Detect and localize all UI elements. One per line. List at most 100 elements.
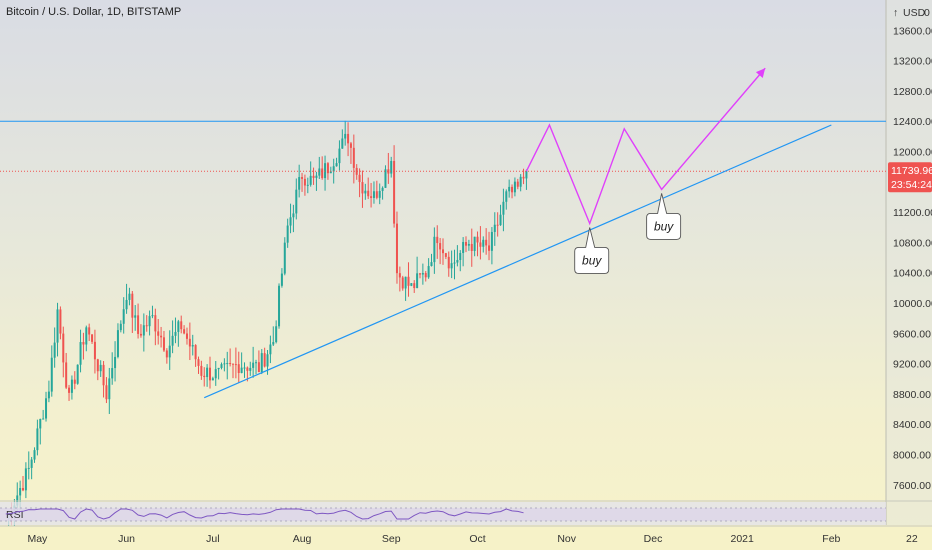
candle-body	[493, 224, 496, 232]
candle-body	[82, 342, 85, 345]
x-tick-label: Sep	[382, 533, 401, 545]
x-tick-label: Feb	[822, 533, 840, 545]
currency-label: ↑ USD 0	[893, 7, 930, 19]
rsi-pane[interactable]: RSI	[0, 500, 932, 525]
support-trendline[interactable]	[204, 124, 832, 399]
candle-body	[375, 191, 378, 198]
candle-body	[185, 333, 188, 339]
candle-body	[387, 169, 390, 174]
candle-body	[59, 309, 62, 334]
candle-body	[436, 236, 439, 244]
candle-body	[208, 367, 212, 381]
candle-body	[119, 323, 122, 331]
candle-body	[200, 365, 203, 376]
candle-body	[427, 266, 430, 278]
price-axis[interactable]	[886, 0, 932, 525]
candle-body	[134, 315, 137, 318]
candle-body	[485, 239, 488, 246]
candle-body	[171, 335, 174, 346]
candle-body	[24, 468, 27, 491]
candle-body	[125, 299, 128, 310]
projection-arrowhead	[755, 68, 766, 78]
candle-body	[349, 143, 352, 148]
candle-body	[53, 342, 56, 358]
candle-body	[263, 353, 266, 367]
candle-body	[145, 325, 148, 327]
candle-body	[30, 459, 33, 468]
x-tick-label: Jun	[118, 533, 135, 545]
candle-body	[88, 327, 91, 335]
candle-body	[410, 283, 413, 286]
candle-body	[243, 367, 246, 369]
y-tick-label: 7600.00	[893, 480, 931, 492]
current-price-tag: 11739.96 23:54:24	[888, 162, 932, 193]
candle-body	[137, 315, 140, 334]
candle-body	[108, 378, 111, 400]
candle-body	[401, 277, 404, 289]
candle-body	[522, 176, 525, 179]
candle-body	[335, 163, 338, 167]
candle-body	[393, 160, 396, 224]
candle-body	[479, 242, 482, 247]
current-price-value: 11739.96	[891, 165, 932, 177]
candle-body	[105, 385, 108, 400]
candle-body	[96, 359, 99, 372]
y-tick-label: 13600.00	[893, 25, 932, 37]
candle-body	[467, 243, 470, 246]
candle-body	[168, 345, 171, 358]
candle-body	[450, 263, 453, 269]
x-tick-label: 22	[906, 533, 918, 545]
candle-body	[321, 168, 324, 179]
candle-body	[367, 190, 370, 197]
candle-body	[470, 243, 473, 251]
candle-body	[324, 163, 327, 179]
candle-body	[280, 273, 283, 286]
candle-body	[73, 379, 76, 384]
y-tick-label: 10800.00	[893, 237, 932, 249]
candle-body	[278, 285, 281, 327]
candle-body	[511, 186, 514, 193]
candle-body	[151, 315, 154, 317]
candle-body	[157, 331, 160, 336]
candle-body	[162, 337, 165, 351]
candle-body	[355, 167, 358, 175]
x-tick-label: Jul	[206, 533, 219, 545]
candle-body	[56, 309, 59, 343]
candle-body	[246, 367, 249, 371]
candle-body	[50, 357, 53, 392]
candle-body	[326, 163, 329, 174]
candle-body	[421, 273, 424, 275]
y-tick-label: 10000.00	[893, 298, 932, 310]
candle-body	[318, 168, 321, 176]
time-axis[interactable]	[0, 526, 932, 550]
projection-path[interactable]	[525, 67, 766, 226]
candle-body	[116, 330, 119, 357]
candle-body	[269, 344, 272, 355]
candle-body	[292, 213, 295, 218]
candle-body	[306, 184, 309, 186]
candle-body	[499, 214, 502, 226]
candle-body	[226, 363, 229, 365]
candle-body	[505, 191, 508, 202]
candle-body	[102, 364, 105, 386]
candle-body	[395, 223, 398, 274]
candle-body	[188, 338, 191, 347]
x-tick-label: Dec	[644, 533, 663, 545]
buy-callout: buy	[574, 227, 610, 274]
candle-body	[476, 236, 479, 243]
candle-body	[206, 367, 209, 378]
candle-body	[122, 309, 125, 324]
y-tick-label: 13200.00	[893, 56, 932, 68]
x-tick-label: Aug	[293, 533, 312, 545]
x-tick-label: 2021	[730, 533, 754, 545]
y-tick-label: 12000.00	[893, 147, 932, 159]
candle-body	[295, 189, 298, 214]
candle-body	[496, 224, 499, 226]
candle-body	[459, 253, 462, 260]
y-tick-label: 8000.00	[893, 450, 931, 462]
candle-body	[344, 133, 347, 139]
candle-body	[301, 177, 304, 179]
candle-body	[68, 387, 71, 393]
y-tick-label: 12400.00	[893, 116, 932, 128]
